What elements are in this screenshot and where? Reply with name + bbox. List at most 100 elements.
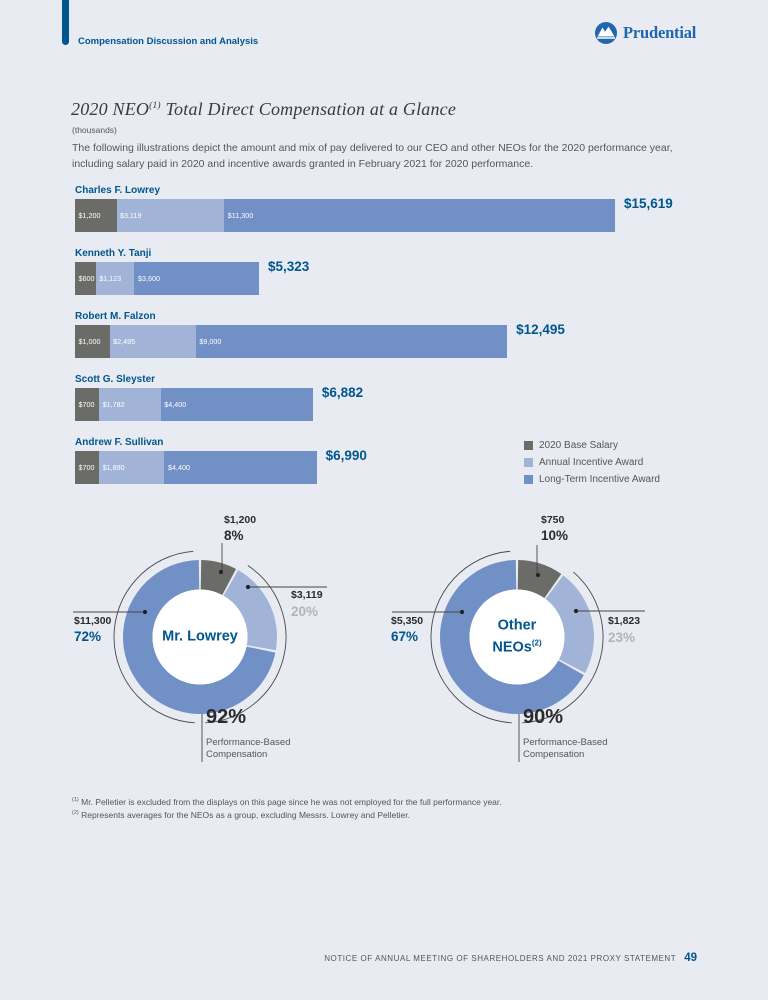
page-number: 49: [684, 952, 697, 964]
donut-center-label: Mr. Lowrey: [162, 628, 238, 645]
slice-pct-base-salary: 8%: [224, 528, 244, 543]
performance-based-caption: Performance-Based: [206, 737, 291, 748]
neo-name: Andrew F. Sullivan: [75, 437, 164, 448]
footnote-1: (1) Mr. Pelletier is excluded from the d…: [72, 796, 502, 809]
legend-swatch-annual-incentive: [524, 458, 533, 467]
bar-row-falzon: Robert M. Falzon $1,000 $2,495 $9,000 $12,…: [75, 311, 565, 358]
bar-segment: $4,400: [160, 388, 313, 421]
bar-segment: $11,300: [224, 199, 615, 232]
donut-slice: [223, 570, 277, 651]
bar-segment: $2,495: [109, 325, 196, 358]
donut-chart-other-neos: $750 10% $1,823 23% $5,350 67% 90% Perfo…: [357, 505, 707, 775]
prudential-logo: Prudential: [594, 21, 696, 45]
donut-slice: [123, 560, 276, 714]
brand-name: Prudential: [623, 23, 697, 42]
footnote-marker: (1): [72, 797, 79, 804]
performance-based-arc: [522, 571, 604, 724]
footnote-text: Represents averages for the NEOs as a gr…: [81, 810, 410, 820]
title-text: 2020 NEO: [71, 99, 150, 119]
bar-segment: $1,123: [95, 262, 135, 295]
page-title: 2020 NEO(1) Total Direct Compensation at…: [71, 99, 456, 120]
legend-label: 2020 Base Salary: [539, 440, 618, 451]
donut-slice: [200, 560, 237, 596]
footnote-2: (2) Represents averages for the NEOs as …: [72, 809, 502, 822]
slice-pct-annual-incentive: 23%: [608, 630, 636, 645]
slice-value-base-salary: $1,200: [224, 514, 257, 526]
leader-dot: [535, 572, 541, 578]
legend-item-base-salary: 2020 Base Salary: [524, 437, 660, 454]
bar-segment: $1,890: [99, 451, 165, 484]
slice-value-annual-incentive: $3,119: [291, 589, 323, 601]
slice-pct-long-term-incentive: 72%: [74, 629, 102, 644]
leader-dot: [218, 569, 224, 575]
bar-total: $12,495: [516, 322, 565, 337]
donut-hole: [469, 589, 565, 685]
legend-swatch-base-salary: [524, 441, 533, 450]
leader-dot: [245, 584, 251, 590]
slice-pct-long-term-incentive: 67%: [391, 629, 419, 644]
bar-segment: $700: [75, 451, 100, 484]
performance-based-arc: [113, 550, 195, 724]
bar-row-sleyster: Scott G. Sleyster $700 $1,782 $4,400 $6,88…: [75, 374, 363, 421]
slice-value-annual-incentive: $1,823: [608, 615, 641, 627]
performance-based-pct: 90%: [523, 706, 564, 728]
legend-label: Long-Term Incentive Award: [539, 474, 660, 485]
slice-value-long-term-incentive: $11,300: [74, 615, 112, 627]
rock-of-gibraltar-icon: [595, 22, 617, 44]
donut-hole: [152, 589, 248, 685]
bar-total: $5,323: [267, 259, 310, 274]
donut-chart-lowrey: $1,200 8% $3,119 20% $11,300 72% 92% Per…: [40, 505, 390, 775]
section-tab-bar: [62, 0, 69, 45]
donut-center-footnote-marker: (2): [531, 638, 542, 648]
footnote-text: Mr. Pelletier is excluded from the displ…: [81, 797, 502, 807]
leader-dot: [459, 609, 465, 615]
legend-item-long-term-incentive: Long-Term Incentive Award: [524, 471, 660, 488]
footer-text: NOTICE OF ANNUAL MEETING OF SHAREHOLDERS…: [324, 954, 677, 963]
leader-dot: [573, 608, 579, 614]
donut-center-line2: NEOs: [492, 639, 532, 656]
donut-slice: [545, 575, 594, 674]
bar-segment: $700: [75, 388, 100, 421]
leader-dot: [142, 609, 148, 615]
bar-track: $700 $1,782 $4,400: [75, 388, 313, 421]
performance-based-pct: 92%: [206, 706, 247, 728]
bar-segment: $600: [75, 262, 96, 295]
performance-based-caption: Compensation: [206, 749, 268, 760]
chart-legend: 2020 Base Salary Annual Incentive Award …: [524, 437, 660, 488]
bar-track: $1,200 $3,119 $11,300: [75, 199, 615, 232]
bar-track: $600 $1,123 $3,600: [75, 262, 259, 295]
neo-name: Kenneth Y. Tanji: [75, 248, 152, 259]
page-footer: NOTICE OF ANNUAL MEETING OF SHAREHOLDERS…: [324, 952, 697, 964]
bar-row-tanji: Kenneth Y. Tanji $600 $1,123 $3,600 $5,323: [75, 248, 309, 295]
intro-paragraph: The following illustrations depict the a…: [72, 142, 673, 170]
slice-value-long-term-incentive: $5,350: [391, 615, 424, 627]
bar-segment: $4,400: [164, 451, 317, 484]
slice-value-base-salary: $750: [541, 514, 565, 526]
footnote-marker: (2): [72, 810, 79, 817]
performance-based-caption: Performance-Based: [523, 737, 608, 748]
bar-row-sullivan: Andrew F. Sullivan $700 $1,890 $4,400 $6,9…: [75, 437, 367, 484]
footnotes: (1) Mr. Pelletier is excluded from the d…: [72, 796, 502, 822]
bar-segment: $1,000: [75, 325, 110, 358]
performance-based-caption: Compensation: [523, 749, 585, 760]
donut-slice: [517, 560, 562, 599]
bar-total: $15,619: [623, 196, 673, 211]
donut-center-line1: Other: [497, 617, 537, 634]
title-text-cont: Total Direct Compensation at a Glance: [160, 99, 457, 119]
legend-item-annual-incentive: Annual Incentive Award: [524, 454, 660, 471]
donut-svg-other-neos: [392, 545, 645, 762]
bar-segment: $1,782: [99, 388, 161, 421]
slice-pct-base-salary: 10%: [541, 528, 569, 543]
bar-row-lowrey: Charles F. Lowrey $1,200 $3,119 $11,300 $1…: [75, 185, 673, 232]
bar-segment: $3,600: [134, 262, 259, 295]
legend-swatch-long-term-incentive: [524, 475, 533, 484]
neo-name: Charles F. Lowrey: [75, 185, 161, 196]
donut-center-label: Other NEOs(2): [492, 618, 541, 657]
units-note: (thousands): [72, 125, 117, 135]
bar-segment: $1,200: [75, 199, 117, 232]
bar-segment: $9,000: [195, 325, 508, 358]
title-footnote-marker: (1): [149, 101, 161, 111]
bar-segment: $3,119: [116, 199, 225, 232]
neo-name: Robert M. Falzon: [75, 311, 156, 322]
slice-pct-annual-incentive: 20%: [291, 604, 319, 619]
